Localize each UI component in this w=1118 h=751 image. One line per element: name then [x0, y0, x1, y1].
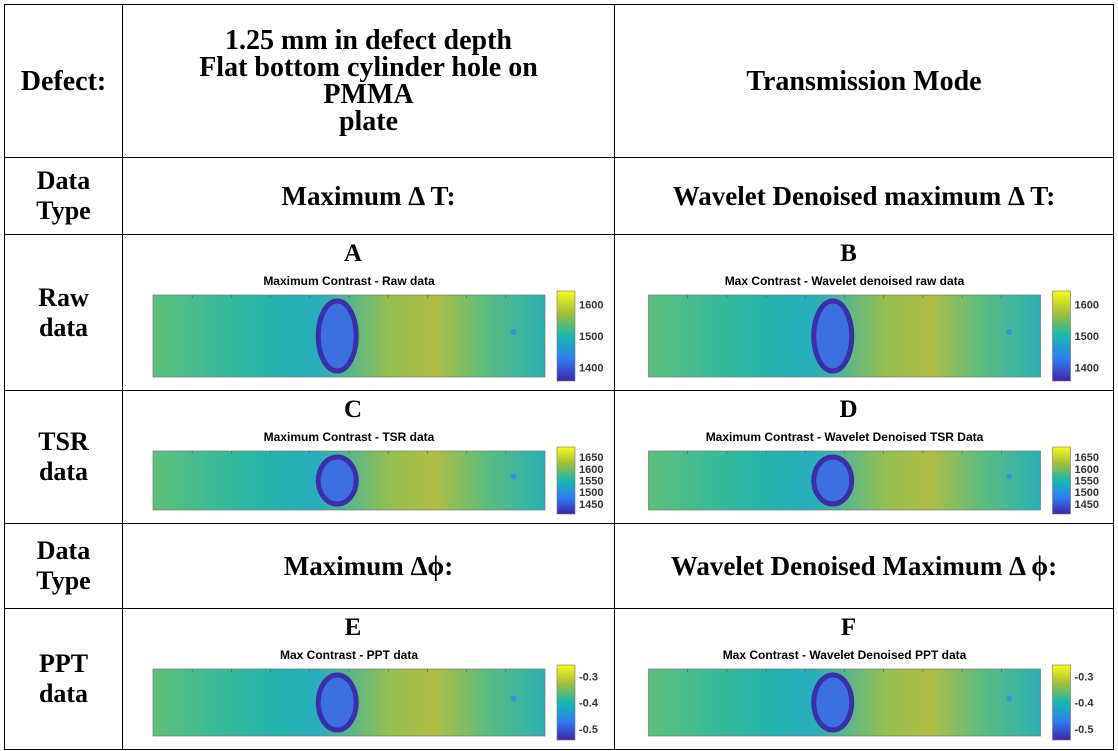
colorbar-tick-label: 1500 [579, 331, 603, 343]
defect-ring [814, 457, 852, 504]
colorbar-tick-label: 1650 [1075, 452, 1099, 464]
panel-title: Max Contrast - PPT data [280, 648, 418, 662]
row-label: PPT [39, 649, 88, 679]
colorbar-tick-label: 1450 [579, 499, 603, 511]
panel-title: Max Contrast - Wavelet denoised raw data [725, 274, 965, 288]
row-label: TSR [38, 427, 89, 457]
panel: A Maximum Contrast - Raw data 1600 1500 1400 [123, 235, 614, 390]
content-cell: B Max Contrast - Wavelet denoised raw dat… [614, 234, 1114, 391]
colorbar-tick-label: -0.5 [579, 724, 598, 736]
artifact [1006, 329, 1012, 335]
panel-letter: F [841, 614, 856, 641]
row-label: Raw [38, 283, 89, 313]
colorbar-tick-label: 1650 [579, 452, 603, 464]
row-label: Type [36, 566, 90, 596]
artifact [511, 474, 517, 480]
colorbar-tick-label: 1600 [579, 464, 603, 476]
panel-title: Max Contrast - Wavelet Denoised PPT data [723, 648, 967, 662]
panel: D Maximum Contrast - Wavelet Denoised TSR… [615, 391, 1113, 523]
row-label: data [39, 457, 88, 487]
colorbar-tick-label: 1500 [579, 487, 603, 499]
description-line: plate [339, 108, 398, 135]
colorbar-tick-label: -0.5 [1075, 724, 1094, 736]
artifact [511, 696, 517, 702]
colorbar-tick-label: -0.3 [1075, 671, 1094, 683]
row-label: Data [37, 166, 90, 196]
defect-ring [318, 457, 356, 504]
panel-title: Maximum Contrast - Wavelet Denoised TSR … [706, 430, 984, 444]
panel: F Max Contrast - Wavelet Denoised PPT dat… [615, 609, 1113, 749]
content-cell: Wavelet Denoised Maximum Δ ϕ: [614, 523, 1114, 609]
colorbar-tick-label: 1450 [1075, 499, 1099, 511]
row-label: data [39, 313, 88, 343]
header-cell: Transmission Mode [614, 4, 1114, 158]
row-label: data [39, 679, 88, 709]
panel-letter: D [839, 396, 857, 423]
header-cell: Defect: [4, 4, 123, 158]
colorbar-tick-label: 1400 [579, 363, 603, 375]
column-heading: Maximum Δϕ: [284, 553, 454, 580]
colorbar-tick-label: 1400 [1075, 363, 1099, 375]
artifact [1006, 474, 1012, 480]
column-heading: Wavelet Denoised Maximum Δ ϕ: [671, 553, 1057, 580]
colorbar-tick-label: 1600 [1075, 464, 1099, 476]
panel-letter: C [344, 396, 362, 423]
colorbar-tick-label: 1500 [1075, 331, 1099, 343]
page: Defect: 1.25 mm in defect depthFlat botto… [0, 0, 1118, 751]
panel: E Max Contrast - PPT data -0.3 -0.4 -0.5 [123, 609, 614, 749]
content-cell: Maximum Δ T: [122, 157, 615, 235]
column-heading: Maximum Δ T: [282, 183, 456, 210]
colorbar [1053, 447, 1071, 514]
colorbar [1053, 291, 1071, 381]
panel-title: Maximum Contrast - TSR data [264, 430, 435, 444]
panel-letter: E [345, 614, 362, 641]
colorbar [557, 665, 575, 740]
defect-ring [318, 301, 356, 371]
colorbar-tick-label: -0.3 [579, 671, 598, 683]
description-line: 1.25 mm in defect depth [225, 27, 512, 54]
defect-ring [318, 675, 356, 730]
content-cell: F Max Contrast - Wavelet Denoised PPT dat… [614, 608, 1114, 750]
defect-ring [814, 675, 852, 730]
colorbar-tick-label: -0.4 [1075, 698, 1095, 710]
artifact [511, 329, 517, 335]
content-cell: E Max Contrast - PPT data -0.3 -0.4 -0.5 [122, 608, 615, 750]
colorbar-tick-label: 1600 [579, 300, 603, 312]
panel-title: Maximum Contrast - Raw data [263, 274, 435, 288]
content-cell: Wavelet Denoised maximum Δ T: [614, 157, 1114, 235]
mode: Transmission Mode [746, 68, 981, 95]
panel-letter: B [840, 240, 857, 267]
colorbar [1053, 665, 1071, 740]
colorbar-tick-label: 1600 [1075, 300, 1099, 312]
description-line: Flat bottom cylinder hole on [199, 54, 538, 81]
defect-ring [814, 301, 852, 371]
colorbar-tick-label: 1550 [1075, 476, 1099, 488]
row-label: Type [36, 196, 90, 226]
panel-letter: A [344, 240, 362, 267]
panel: B Max Contrast - Wavelet denoised raw dat… [615, 235, 1113, 390]
colorbar-tick-label: 1500 [1075, 487, 1099, 499]
colorbar-tick-label: -0.4 [579, 698, 599, 710]
content-cell: Maximum Δϕ: [122, 523, 615, 609]
colorbar-tick-label: 1550 [579, 476, 603, 488]
column-heading: Wavelet Denoised maximum Δ T: [673, 183, 1055, 210]
artifact [1006, 696, 1012, 702]
description-line: PMMA [323, 81, 413, 108]
defect-label: Defect: [21, 68, 106, 95]
colorbar [557, 447, 575, 514]
row-label: Data [37, 536, 90, 566]
content-cell: A Maximum Contrast - Raw data 1600 1500 1400 [122, 234, 615, 391]
content-cell: D Maximum Contrast - Wavelet Denoised TSR… [614, 390, 1114, 524]
panel: C Maximum Contrast - TSR data 165016001550… [123, 391, 614, 523]
colorbar [557, 291, 575, 381]
